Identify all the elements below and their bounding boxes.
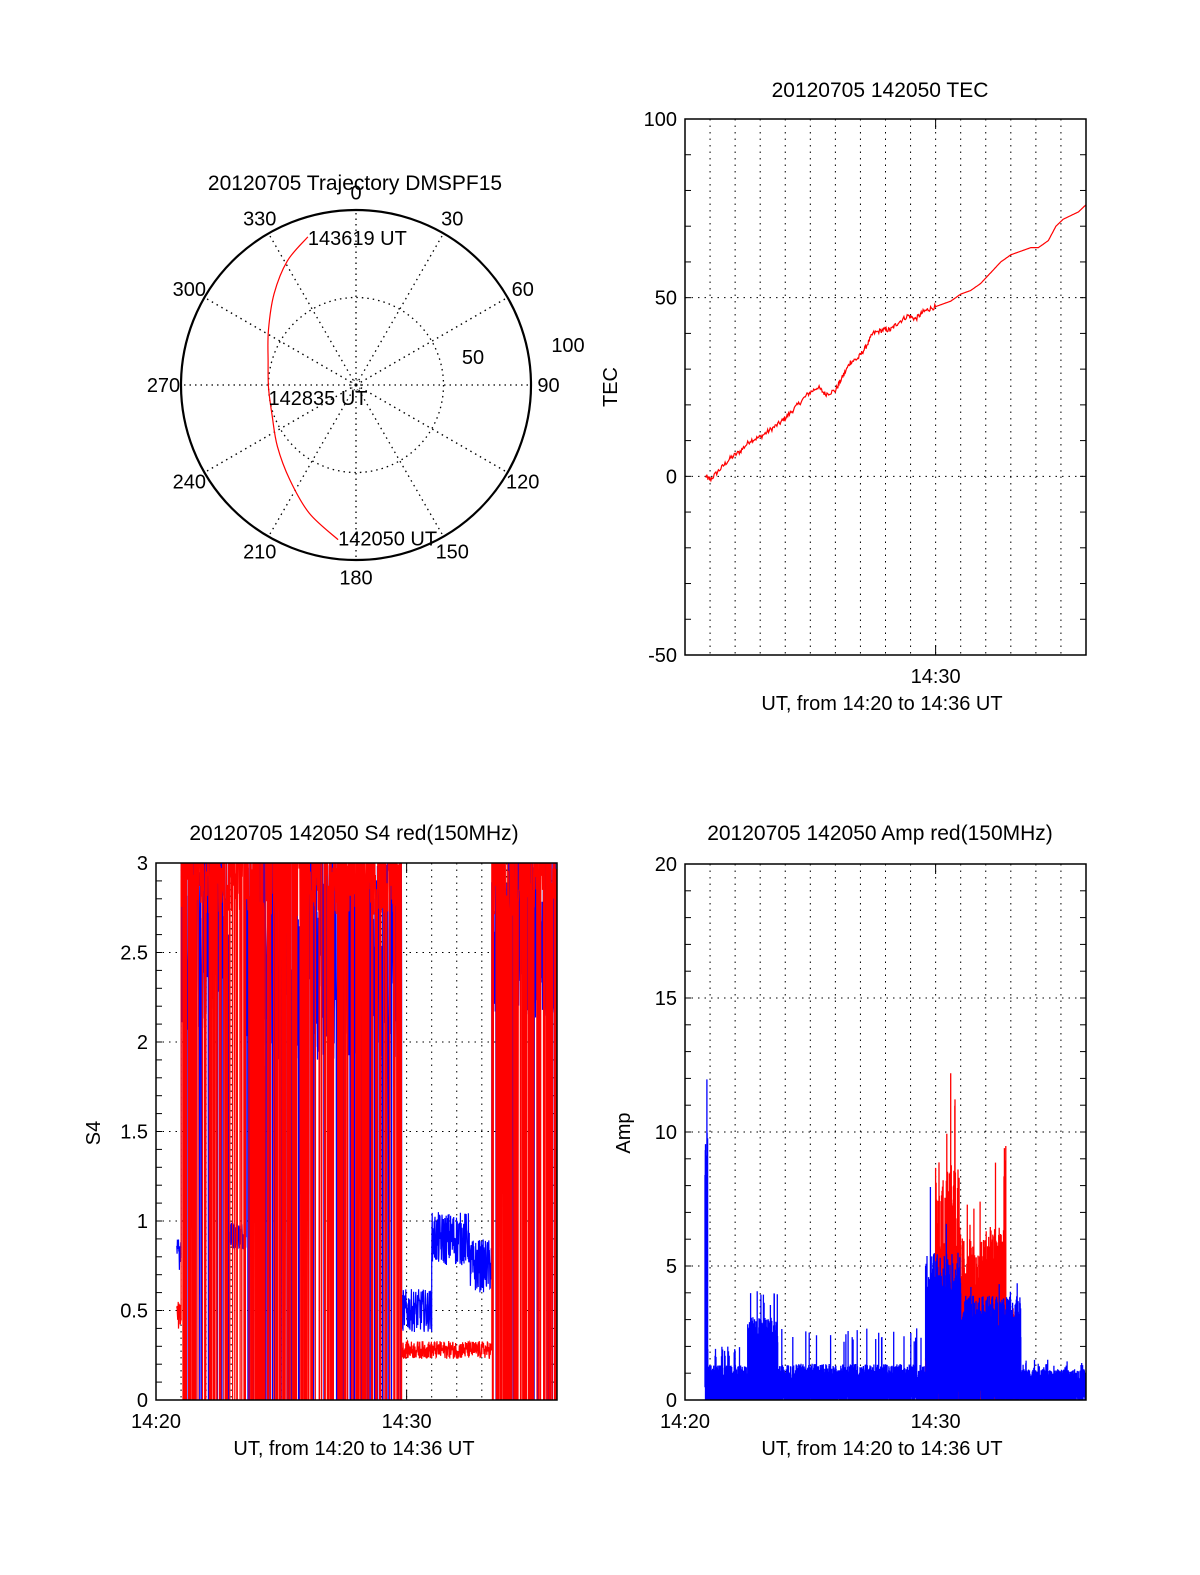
azimuth-label: 90: [537, 375, 559, 397]
amp-series-blue: [704, 1079, 1086, 1400]
tec-frame: [684, 118, 1087, 656]
amp-title: 20120705 142050 Amp red(150MHz): [707, 822, 1053, 845]
s4-plot: 20120705 142050 S4 red(150MHz) UT, from …: [83, 822, 558, 1460]
amp-ytick-label: 0: [666, 1390, 677, 1412]
amp-grid: [685, 864, 1086, 1400]
s4-ytick-label: 1.5: [120, 1122, 148, 1144]
polar-spoke: [355, 296, 508, 386]
polar-spoke: [267, 233, 357, 386]
tec-grid: [685, 119, 1086, 655]
tec-xtick-label: 14:30: [911, 666, 961, 688]
azimuth-label: 270: [147, 375, 180, 397]
amp-data: [704, 1073, 1086, 1400]
amp-ylabel: Amp: [613, 1112, 635, 1153]
azimuth-label: 330: [243, 208, 276, 230]
s4-xlabel: UT, from 14:20 to 14:36 UT: [233, 1438, 474, 1460]
amp-xtick-label: 14:30: [911, 1411, 961, 1433]
polar-center-circle: [350, 379, 362, 391]
amp-xlabel: UT, from 14:20 to 14:36 UT: [761, 1438, 1002, 1460]
azimuth-label: 0: [350, 183, 361, 205]
tec-ytick-label: 50: [655, 288, 677, 310]
annotation-end-time: 143619 UT: [308, 228, 407, 250]
polar-spoke: [355, 384, 445, 537]
tec-ytick-label: 100: [644, 109, 677, 131]
trajectory-line: [267, 236, 339, 541]
s4-ylabel: S4: [83, 1121, 105, 1145]
s4-xtick-label: 14:30: [382, 1411, 432, 1433]
tec-series-line: [705, 204, 1086, 483]
radial-label-50: 50: [462, 347, 484, 369]
polar-outer-circle: [179, 208, 533, 562]
amp-ytick-label: 20: [655, 854, 677, 876]
azimuth-label: 30: [441, 208, 463, 230]
polar-labels: 0 30 60 90 120 150 180 210 240 270 300 330 50 100: [147, 183, 585, 590]
s4-ytick-label: 1: [137, 1211, 148, 1233]
tec-title: 20120705 142050 TEC: [772, 79, 989, 102]
tec-ylabel: TEC: [600, 367, 622, 407]
azimuth-label: 150: [436, 542, 469, 564]
polar-spoke: [355, 384, 508, 474]
polar-radial-circle: [267, 296, 445, 474]
radial-label-100: 100: [551, 335, 584, 357]
s4-frame: [155, 862, 558, 1401]
amp-plot: 20120705 142050 Amp red(150MHz) UT, from…: [613, 822, 1087, 1460]
amp-xtick-label: 14:20: [660, 1411, 710, 1433]
azimuth-label: 240: [173, 471, 206, 493]
s4-xtick-label: 14:20: [131, 1411, 181, 1433]
s4-title: 20120705 142050 S4 red(150MHz): [189, 822, 518, 845]
tec-xlabel: UT, from 14:20 to 14:36 UT: [761, 693, 1002, 715]
s4-ytick-label: 2.5: [120, 943, 148, 965]
amp-frame: [684, 863, 1087, 1401]
trajectory-title: 20120705 Trajectory DMSPF15: [208, 172, 502, 195]
azimuth-label: 300: [173, 279, 206, 301]
s4-data: [176, 863, 557, 1400]
tec-ytick-label: 0: [666, 466, 677, 488]
tec-plot: 20120705 142050 TEC UT, from 14:20 to 14…: [600, 79, 1087, 715]
amp-ytick-label: 10: [655, 1122, 677, 1144]
s4-ytick-label: 2: [137, 1032, 148, 1054]
amp-ytick-label: 5: [666, 1256, 677, 1278]
tec-data: [705, 204, 1086, 483]
s4-series-red: [176, 863, 557, 1400]
tec-ticks: [685, 118, 1086, 656]
annotation-start-time: 142050 UT: [338, 529, 437, 551]
azimuth-label: 210: [243, 542, 276, 564]
trajectory-polar-plot: 20120705 Trajectory DMSPF15 0 30 60 90 120 15…: [147, 172, 585, 590]
s4-ytick-label: 3: [137, 853, 148, 875]
s4-ytick-label: 0.5: [120, 1301, 148, 1323]
annotation-middle-time: 142835 UT: [269, 388, 368, 410]
azimuth-label: 180: [339, 568, 372, 590]
polar-grid: [179, 208, 533, 562]
azimuth-label: 120: [506, 471, 539, 493]
s4-ytick-label: 0: [137, 1390, 148, 1412]
tec-ytick-label: -50: [648, 645, 677, 667]
amp-ytick-label: 15: [655, 988, 677, 1010]
azimuth-label: 60: [512, 279, 534, 301]
